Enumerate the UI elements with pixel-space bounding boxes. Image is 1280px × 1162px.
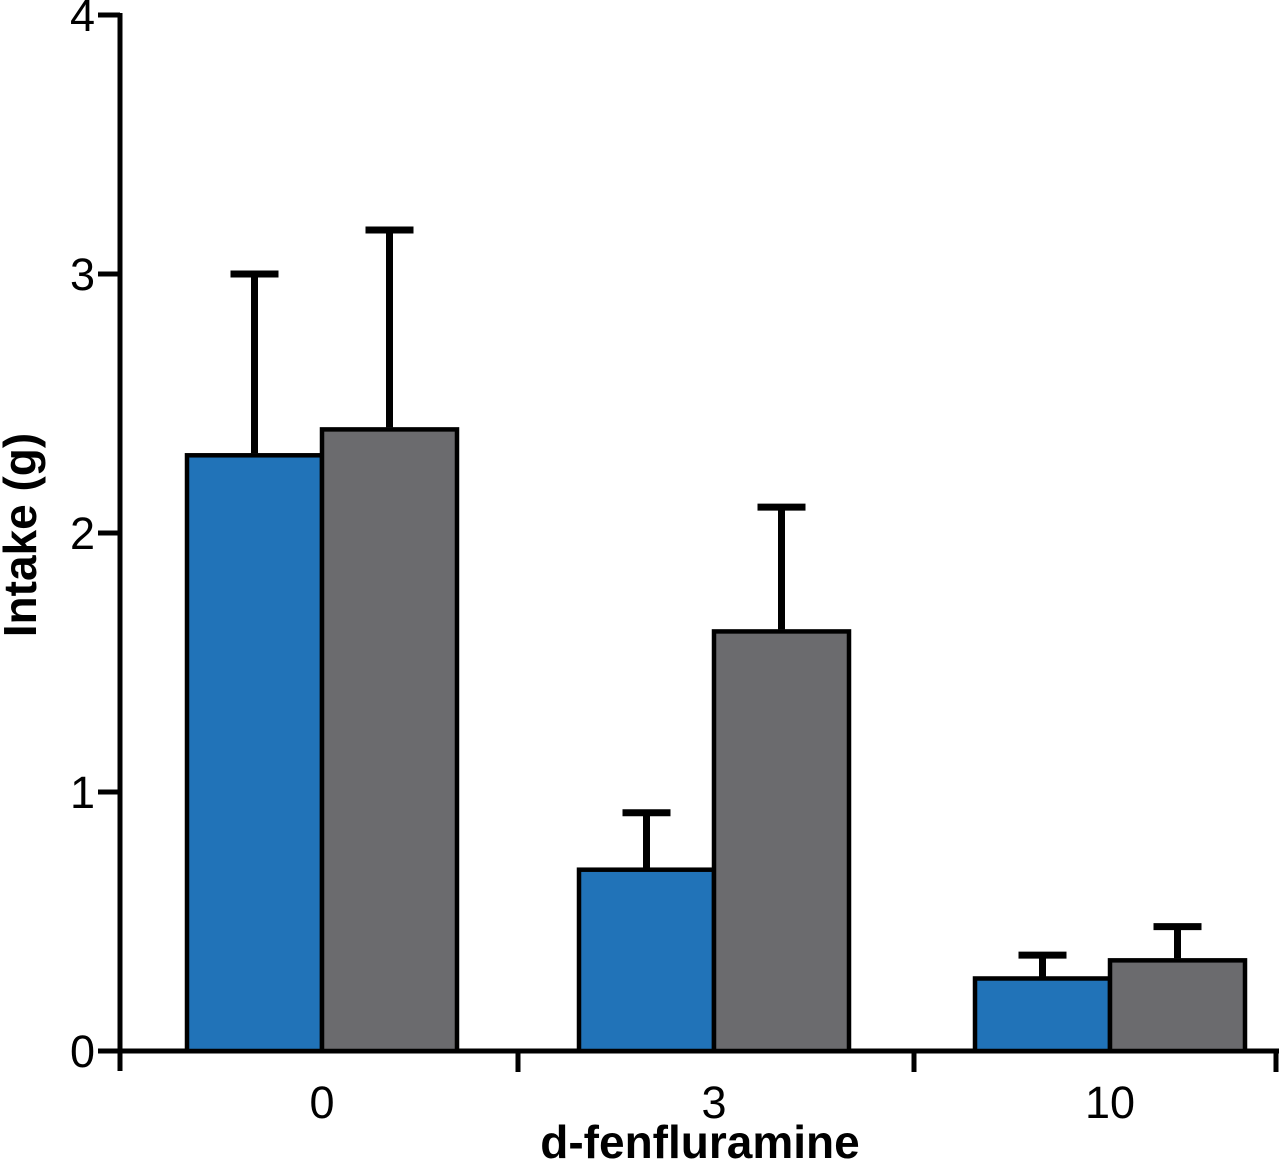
x-category-label-3: 3	[701, 1077, 726, 1128]
y-axis-title: Intake (g)	[0, 433, 46, 637]
chart-tick-labels: 0 1 2 3 4 0 3 10	[70, 0, 1135, 1128]
chart-bars	[184, 427, 1248, 1054]
bar-gray-series-10	[1107, 958, 1248, 1054]
bar-blue-series-10	[972, 976, 1113, 1054]
bar-gray-series-0	[319, 427, 460, 1054]
chart-error-bars	[230, 226, 1202, 977]
x-axis-title: d-fenfluramine	[540, 1116, 859, 1162]
y-tick-label-0: 0	[70, 1026, 95, 1077]
bar-blue-series-3	[576, 867, 717, 1054]
y-tick-label-1: 1	[70, 767, 95, 818]
bar-gray-series-3	[711, 629, 852, 1054]
y-tick-label-2: 2	[70, 508, 95, 559]
y-tick-label-3: 3	[70, 249, 95, 300]
x-category-label-10: 10	[1085, 1077, 1135, 1128]
bar-blue-series-0	[184, 453, 325, 1054]
y-tick-label-4: 4	[70, 0, 95, 41]
x-category-label-0: 0	[309, 1077, 334, 1128]
